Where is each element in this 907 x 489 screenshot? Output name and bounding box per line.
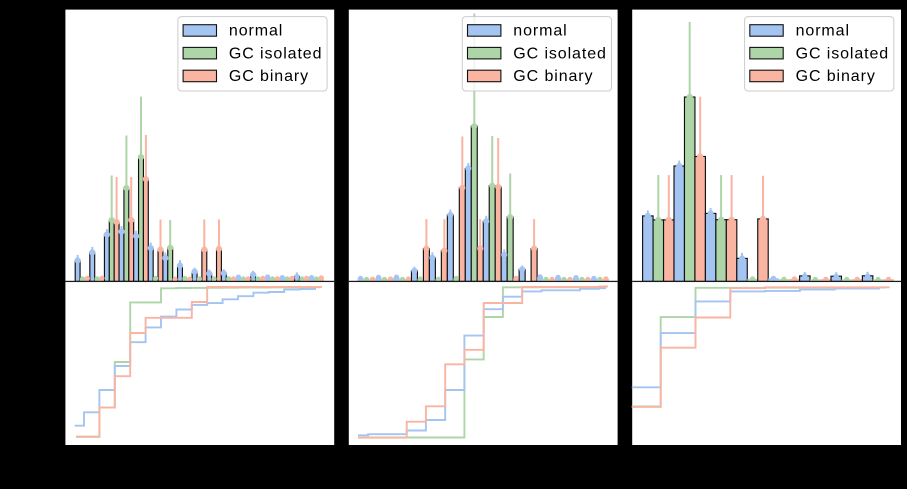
svg-text:GC binary: GC binary <box>229 68 309 85</box>
svg-text:GC isolated: GC isolated <box>229 45 323 62</box>
svg-text:GC isolated: GC isolated <box>796 45 890 62</box>
svg-text:normal: normal <box>513 23 567 40</box>
svg-text:normal: normal <box>229 23 283 40</box>
svg-text:GC isolated: GC isolated <box>513 45 607 62</box>
svg-text:GC binary: GC binary <box>796 68 876 85</box>
svg-text:normal: normal <box>796 23 850 40</box>
svg-text:GC binary: GC binary <box>513 68 593 85</box>
